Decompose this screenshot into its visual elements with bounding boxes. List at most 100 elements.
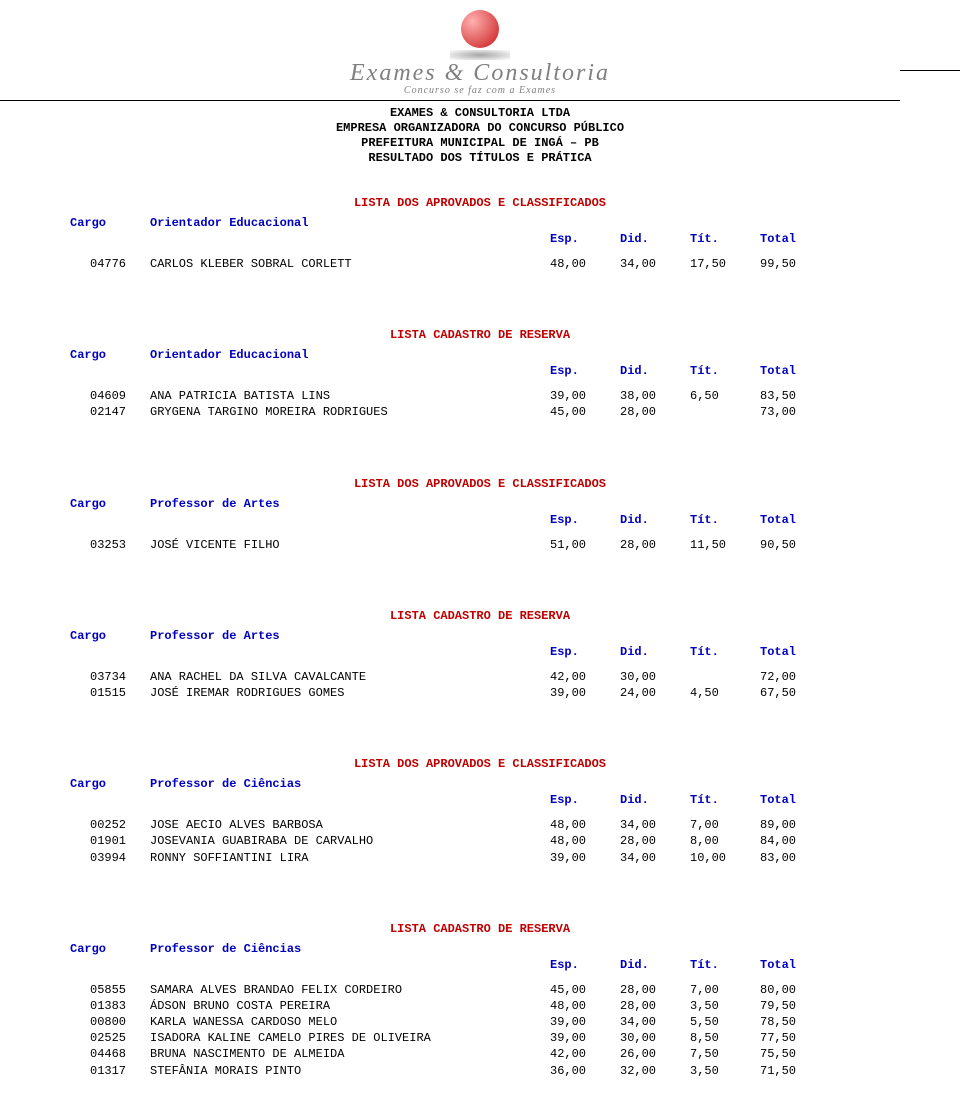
cell-name: ANA RACHEL DA SILVA CAVALCANTE	[150, 669, 550, 685]
col-total: Total	[760, 645, 830, 659]
cell-total: 84,00	[760, 833, 830, 849]
cell-name: ÁDSON BRUNO COSTA PEREIRA	[150, 998, 550, 1014]
cell-name: KARLA WANESSA CARDOSO MELO	[150, 1014, 550, 1030]
cargo-line: CargoOrientador Educacional	[70, 216, 960, 230]
cell-did: 30,00	[620, 1030, 690, 1046]
cell-id: 04609	[90, 388, 150, 404]
col-did: Did.	[620, 793, 690, 807]
cargo-label: Cargo	[70, 348, 150, 362]
cell-esp: 39,00	[550, 685, 620, 701]
brand-subtitle: Concurso se faz com a Exames	[0, 85, 960, 96]
cell-name: RONNY SOFFIANTINI LIRA	[150, 850, 550, 866]
cell-id: 03734	[90, 669, 150, 685]
cell-name: CARLOS KLEBER SOBRAL CORLETT	[150, 256, 550, 272]
brand-header: Exames & Consultoria Concurso se faz com…	[0, 10, 960, 96]
cell-esp: 42,00	[550, 1046, 620, 1062]
col-esp: Esp.	[550, 364, 620, 378]
column-headers: Esp.Did.Tít.Total	[90, 645, 960, 659]
org-line-4: RESULTADO DOS TÍTULOS E PRÁTICA	[0, 151, 960, 166]
col-did: Did.	[620, 364, 690, 378]
cell-esp: 48,00	[550, 256, 620, 272]
cargo-value: Professor de Artes	[150, 629, 280, 643]
cell-total: 79,50	[760, 998, 830, 1014]
col-esp: Esp.	[550, 645, 620, 659]
table-row: 00252JOSE AECIO ALVES BARBOSA48,0034,007…	[90, 817, 960, 833]
cargo-label: Cargo	[70, 216, 150, 230]
cell-name: JOSE AECIO ALVES BARBOSA	[150, 817, 550, 833]
cell-total: 77,50	[760, 1030, 830, 1046]
table-row: 04776CARLOS KLEBER SOBRAL CORLETT48,0034…	[90, 256, 960, 272]
cell-did: 34,00	[620, 817, 690, 833]
table-row: 03253JOSÉ VICENTE FILHO51,0028,0011,5090…	[90, 537, 960, 553]
cell-id: 03994	[90, 850, 150, 866]
cargo-line: CargoProfessor de Artes	[70, 497, 960, 511]
cargo-line: CargoProfessor de Ciências	[70, 942, 960, 956]
org-line-1: EXAMES & CONSULTORIA LTDA	[0, 106, 960, 121]
cell-did: 28,00	[620, 537, 690, 553]
section-title: LISTA DOS APROVADOS E CLASSIFICADOS	[0, 477, 960, 491]
cell-name: BRUNA NASCIMENTO DE ALMEIDA	[150, 1046, 550, 1062]
cell-did: 34,00	[620, 256, 690, 272]
section-title: LISTA DOS APROVADOS E CLASSIFICADOS	[0, 757, 960, 771]
cell-total: 83,00	[760, 850, 830, 866]
cell-esp: 45,00	[550, 982, 620, 998]
column-headers: Esp.Did.Tít.Total	[90, 232, 960, 246]
section-title: LISTA CADASTRO DE RESERVA	[0, 609, 960, 623]
table-row: 01383ÁDSON BRUNO COSTA PEREIRA48,0028,00…	[90, 998, 960, 1014]
cell-esp: 39,00	[550, 850, 620, 866]
table-row: 00800KARLA WANESSA CARDOSO MELO39,0034,0…	[90, 1014, 960, 1030]
cell-id: 01515	[90, 685, 150, 701]
cell-did: 34,00	[620, 850, 690, 866]
col-tit: Tít.	[690, 364, 760, 378]
cell-did: 30,00	[620, 669, 690, 685]
cell-did: 24,00	[620, 685, 690, 701]
table-row: 03734ANA RACHEL DA SILVA CAVALCANTE42,00…	[90, 669, 960, 685]
cell-name: GRYGENA TARGINO MOREIRA RODRIGUES	[150, 404, 550, 420]
cargo-label: Cargo	[70, 629, 150, 643]
table-row: 01317STEFÂNIA MORAIS PINTO36,0032,003,50…	[90, 1063, 960, 1079]
cell-did: 28,00	[620, 833, 690, 849]
cell-total: 71,50	[760, 1063, 830, 1079]
cell-tit: 8,00	[690, 833, 760, 849]
cell-esp: 42,00	[550, 669, 620, 685]
table-row: 04468BRUNA NASCIMENTO DE ALMEIDA42,0026,…	[90, 1046, 960, 1062]
section-title: LISTA DOS APROVADOS E CLASSIFICADOS	[0, 196, 960, 210]
cell-tit: 10,00	[690, 850, 760, 866]
cargo-label: Cargo	[70, 777, 150, 791]
column-headers: Esp.Did.Tít.Total	[90, 958, 960, 972]
brand-title: Exames & Consultoria	[0, 60, 960, 87]
org-info-block: EXAMES & CONSULTORIA LTDA EMPRESA ORGANI…	[0, 106, 960, 166]
cell-total: 75,50	[760, 1046, 830, 1062]
table-row: 03994RONNY SOFFIANTINI LIRA39,0034,0010,…	[90, 850, 960, 866]
column-headers: Esp.Did.Tít.Total	[90, 364, 960, 378]
col-esp: Esp.	[550, 232, 620, 246]
cell-did: 38,00	[620, 388, 690, 404]
cell-did: 32,00	[620, 1063, 690, 1079]
logo-shadow-icon	[450, 50, 510, 60]
logo-sphere-icon	[461, 10, 499, 48]
col-esp: Esp.	[550, 793, 620, 807]
cell-did: 28,00	[620, 404, 690, 420]
cell-tit: 4,50	[690, 685, 760, 701]
cell-tit: 11,50	[690, 537, 760, 553]
col-did: Did.	[620, 958, 690, 972]
cargo-value: Professor de Ciências	[150, 942, 301, 956]
cell-id: 04468	[90, 1046, 150, 1062]
cell-total: 99,50	[760, 256, 830, 272]
column-headers: Esp.Did.Tít.Total	[90, 793, 960, 807]
col-did: Did.	[620, 232, 690, 246]
cargo-label: Cargo	[70, 942, 150, 956]
cell-esp: 48,00	[550, 817, 620, 833]
cell-id: 02147	[90, 404, 150, 420]
col-total: Total	[760, 513, 830, 527]
org-line-2: EMPRESA ORGANIZADORA DO CONCURSO PÚBLICO	[0, 121, 960, 136]
divider-stub	[900, 70, 960, 71]
section-title: LISTA CADASTRO DE RESERVA	[0, 328, 960, 342]
col-total: Total	[760, 793, 830, 807]
cell-tit: 7,50	[690, 1046, 760, 1062]
cell-total: 67,50	[760, 685, 830, 701]
col-tit: Tít.	[690, 958, 760, 972]
document-page: Exames & Consultoria Concurso se faz com…	[0, 0, 960, 1105]
cargo-value: Professor de Artes	[150, 497, 280, 511]
cell-tit: 17,50	[690, 256, 760, 272]
